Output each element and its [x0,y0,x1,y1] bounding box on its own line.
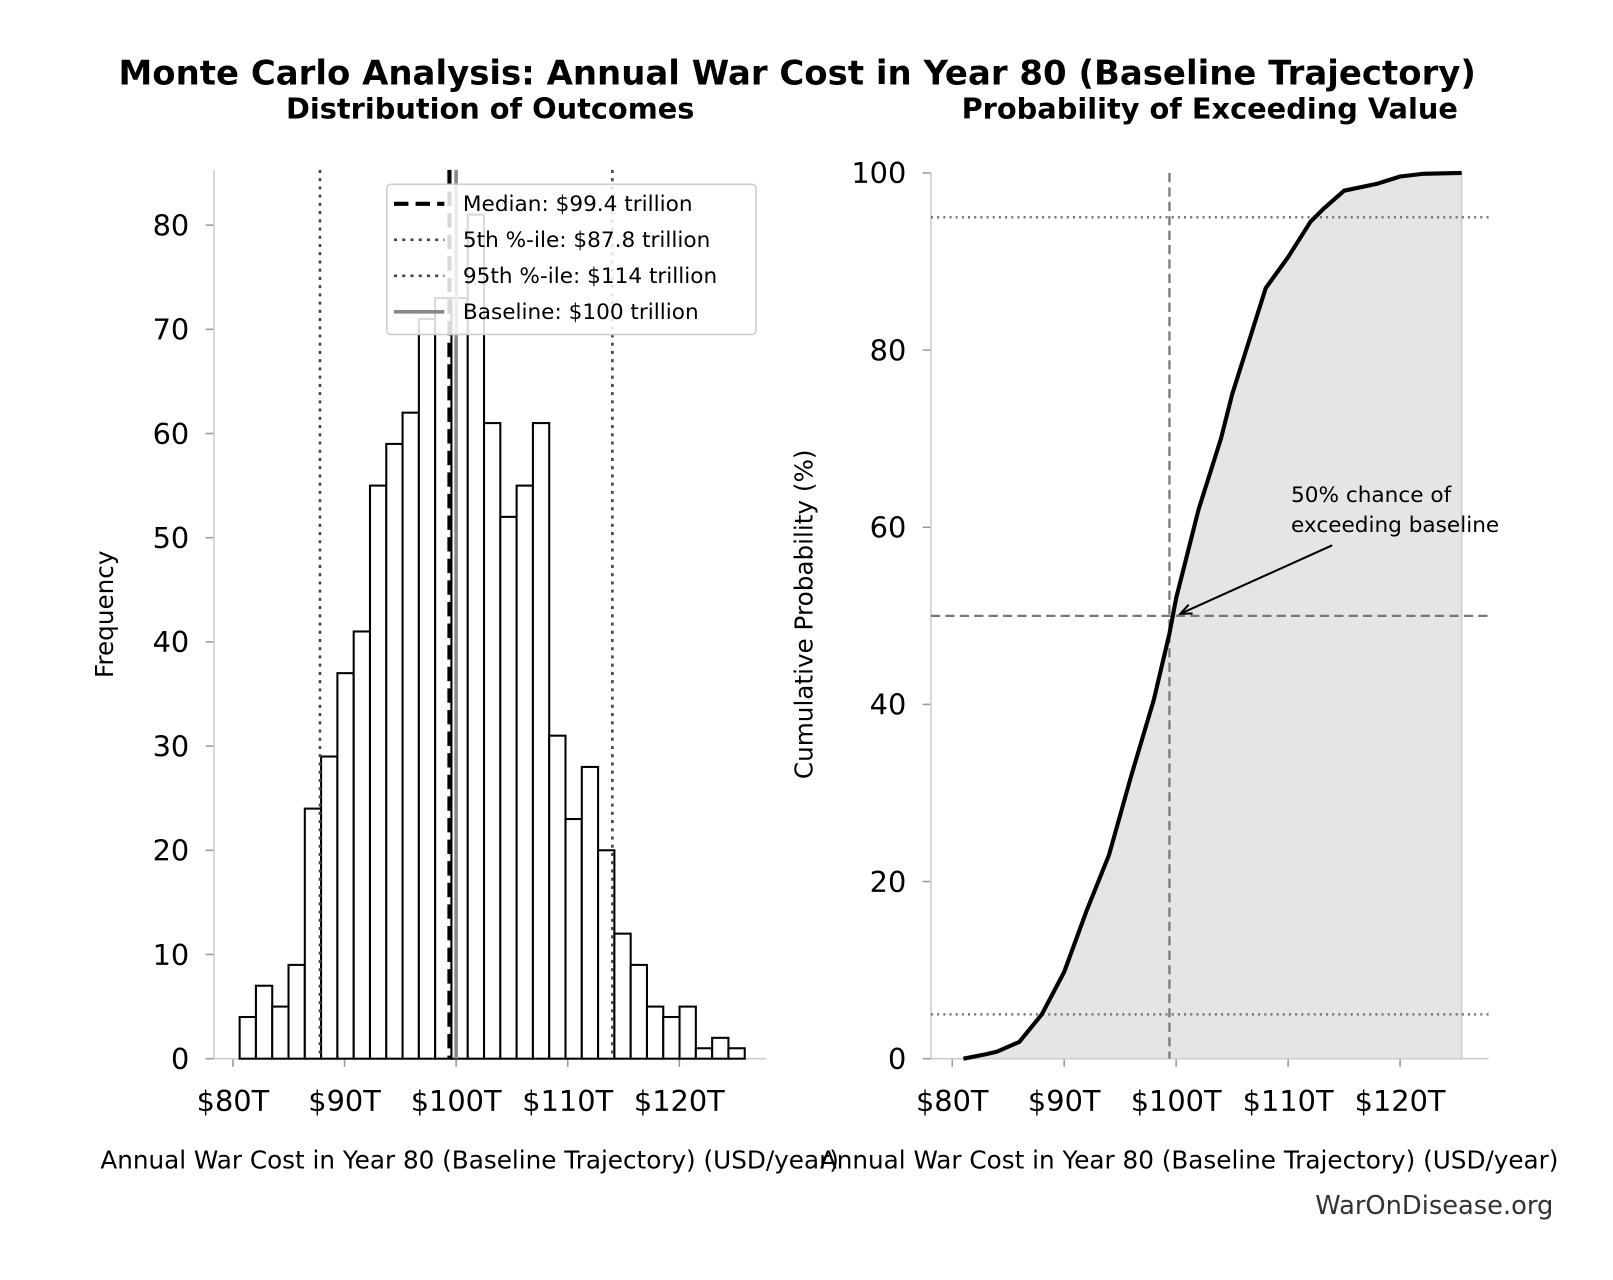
figure-title: Monte Carlo Analysis: Annual War Cost in… [119,54,1476,94]
y-tick-label: 80 [870,333,907,367]
y-tick-label: 60 [153,417,190,451]
x-axis-label: Annual War Cost in Year 80 (Baseline Tra… [820,1146,1559,1175]
source: WarOnDisease.org [1315,1191,1553,1221]
annotation-arrowhead [1177,604,1193,615]
y-tick-label: 40 [153,625,190,659]
bar [694,1047,714,1060]
bar [352,630,372,1060]
annotation-text: exceeding baseline [1291,513,1499,538]
legend-label: 5th %-ile: $87.8 trillion [463,228,710,253]
bar [531,422,551,1060]
bar [254,984,274,1060]
annotation-text: 50% chance of [1291,483,1453,508]
y-tick-label: 60 [870,511,907,545]
y-tick-label: 50 [153,521,190,555]
bar [629,963,648,1060]
x-tick-label: $100T [1131,1084,1222,1118]
bar [645,1005,665,1060]
x-axis-label: Annual War Cost in Year 80 (Baseline Tra… [100,1146,839,1175]
annotation-arrow [1179,544,1333,615]
bar [499,515,518,1060]
y-tick-label: 100 [851,156,906,190]
bar [711,1036,730,1060]
bar [450,297,469,1060]
x-tick-label: $90T [1028,1084,1101,1118]
x-tick-label: $120T [1355,1084,1446,1118]
bar [417,317,437,1060]
y-tick-label: 0 [171,1042,189,1076]
x-tick-label: $120T [634,1084,725,1118]
bar [401,411,420,1060]
y-axis-label: Cumulative Probability (%) [790,449,819,779]
bar [368,484,388,1060]
bar [580,765,600,1060]
x-tick-label: $80T [197,1084,270,1118]
y-axis-label: Frequency [90,551,119,678]
bar [613,932,632,1060]
bar [515,484,534,1060]
y-tick-label: 20 [153,834,190,868]
legend-label: 95th %-ile: $114 trillion [463,264,717,289]
x-tick-label: $110T [1243,1084,1334,1118]
legend-box [386,183,757,336]
cdf-line [963,170,1462,1061]
legend-label: Median: $99.4 trillion [463,192,693,217]
x-tick-label: $110T [522,1084,613,1118]
bar [466,213,486,1060]
y-tick-label: 40 [870,688,907,722]
x-tick-label: $90T [308,1084,381,1118]
x-tick-label: $100T [411,1084,502,1118]
y-tick-label: 10 [153,938,190,972]
bar [564,817,583,1060]
bar [238,1015,257,1060]
bar [483,422,502,1060]
bar [303,807,323,1060]
y-tick-label: 0 [888,1042,906,1076]
subplot-title: Distribution of Outcomes [286,91,694,125]
bar [336,672,355,1060]
y-tick-label: 80 [153,208,190,242]
bar [271,1005,290,1060]
y-tick-label: 30 [153,729,190,763]
bar [287,963,306,1060]
legend-label: Baseline: $100 trillion [463,300,699,325]
y-tick-label: 70 [153,313,190,347]
bar [662,1015,681,1060]
bar [548,734,567,1060]
x-tick-label: $80T [916,1084,989,1118]
subplot-title: Probability of Exceeding Value [962,91,1458,125]
bar [320,755,339,1060]
bar [727,1047,746,1060]
bar [385,442,404,1060]
bar [678,1005,697,1060]
y-tick-label: 20 [870,865,907,899]
